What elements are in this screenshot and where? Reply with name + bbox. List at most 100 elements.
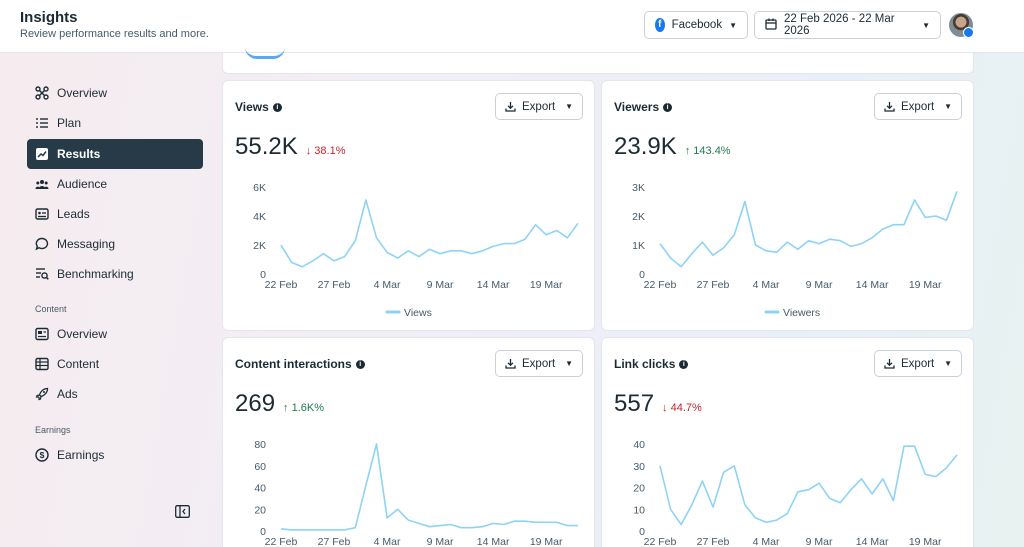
x-tick-label: 19 Mar <box>530 279 563 291</box>
y-tick-label: 3K <box>632 182 645 194</box>
overview-icon <box>35 86 49 100</box>
card-title-text: Link clicks <box>614 357 676 371</box>
y-tick-label: 0 <box>639 269 645 281</box>
sidebar-item-benchmarking[interactable]: Benchmarking <box>27 259 203 289</box>
metric-change-text: 1.6K% <box>291 402 325 414</box>
x-tick-label: 22 Feb <box>644 536 677 547</box>
export-label: Export <box>522 357 556 370</box>
section-label-content: Content <box>35 304 67 314</box>
card-title-text: Viewers <box>614 100 660 114</box>
metric-value: 55.2K <box>235 133 298 160</box>
caret-down-icon: ▼ <box>944 102 952 111</box>
viewers-chart: 3K 2K 1K 022 Feb 27 Feb 4 Mar 9 Mar 14 Mar 19 Ma… <box>632 182 958 319</box>
sidebar-item-content[interactable]: Content <box>27 349 203 379</box>
sidebar-item-plan[interactable]: Plan <box>27 108 203 138</box>
card-title-text: Views <box>235 100 269 114</box>
content-table-icon <box>35 357 49 371</box>
metric-change-text: 143.4% <box>693 145 731 157</box>
y-tick-label: 60 <box>254 461 266 473</box>
x-tick-label: 22 Feb <box>265 279 298 291</box>
export-button[interactable]: Export ▼ <box>495 350 583 377</box>
y-tick-label: 0 <box>639 526 645 538</box>
x-tick-label: 14 Mar <box>477 279 510 291</box>
sidebar-item-label: Content <box>57 357 100 371</box>
x-tick-label: 9 Mar <box>427 279 454 291</box>
series-line <box>280 199 579 268</box>
views-chart: 6K 4K 2K 022 Feb 27 Feb 4 Mar 9 Mar 14 Mar 19 Ma… <box>253 182 579 319</box>
metric-change-text: 44.7% <box>670 402 702 414</box>
messaging-icon <box>35 237 49 251</box>
metric-change-text: 38.1% <box>314 145 346 157</box>
x-tick-label: 14 Mar <box>856 536 889 547</box>
info-icon[interactable]: i <box>355 359 365 369</box>
y-tick-label: 40 <box>633 439 645 451</box>
sidebar: Overview Plan Results Audience Leads Mes… <box>0 53 215 547</box>
y-tick-label: 4K <box>253 211 266 223</box>
sidebar-item-label: Ads <box>57 387 78 401</box>
caret-down-icon: ▼ <box>922 20 930 30</box>
export-button[interactable]: Export ▼ <box>874 350 962 377</box>
download-icon <box>505 102 516 112</box>
date-range-selector[interactable]: 22 Feb 2026 - 22 Mar 2026 ▼ <box>754 11 941 39</box>
card-title: Content interactions i <box>235 357 365 371</box>
x-tick-label: 14 Mar <box>856 279 889 291</box>
x-tick-label: 19 Mar <box>909 279 942 291</box>
x-tick-label: 9 Mar <box>427 536 454 547</box>
content-interactions-chart: 80 60 40 20 022 Feb 27 Feb 4 Mar 9 Mar 14 Mar 19 … <box>254 439 578 547</box>
sidebar-item-label: Leads <box>57 207 90 221</box>
y-tick-label: 40 <box>254 483 266 495</box>
download-icon <box>505 359 516 369</box>
collapse-sidebar-icon[interactable] <box>175 505 190 518</box>
y-tick-label: 80 <box>254 439 266 451</box>
y-tick-label: 0 <box>260 526 266 538</box>
x-tick-label: 19 Mar <box>909 536 942 547</box>
sidebar-item-content-overview[interactable]: Overview <box>27 319 203 349</box>
metric: 55.2K ↓ 38.1% <box>235 133 345 161</box>
y-tick-label: 10 <box>633 504 645 516</box>
series-line <box>659 445 958 526</box>
export-button[interactable]: Export ▼ <box>495 93 583 120</box>
section-label-earnings: Earnings <box>35 425 71 435</box>
sidebar-item-audience[interactable]: Audience <box>27 169 203 199</box>
sidebar-item-label: Results <box>57 147 101 161</box>
x-tick-label: 27 Feb <box>697 536 730 547</box>
x-tick-label: 27 Feb <box>318 536 351 547</box>
sidebar-item-label: Overview <box>57 327 108 341</box>
earnings-icon: $ <box>35 448 49 462</box>
x-tick-label: 22 Feb <box>265 536 298 547</box>
metric: 269 ↑ 1.6K% <box>235 390 324 418</box>
sidebar-item-ads[interactable]: Ads <box>27 379 203 409</box>
info-icon[interactable]: i <box>272 102 282 112</box>
metric-change: ↑ 143.4% <box>685 145 731 157</box>
content-overview-icon <box>35 327 49 341</box>
arrow-up-icon: ↑ <box>283 402 289 414</box>
y-tick-label: 30 <box>633 461 645 473</box>
views-card: Views i Export ▼ 55.2K ↓ 38.1% 6K 4K 2K 0 22 … <box>222 80 595 331</box>
sidebar-item-messaging[interactable]: Messaging <box>27 229 203 259</box>
sidebar-item-overview[interactable]: Overview <box>27 78 203 108</box>
arrow-down-icon: ↓ <box>305 145 312 157</box>
link-clicks-chart: 40 30 20 10 022 Feb 27 Feb 4 Mar 9 Mar 14 Mar 19 … <box>633 439 958 547</box>
sidebar-item-results[interactable]: Results <box>27 139 203 169</box>
date-range-label: 22 Feb 2026 - 22 Mar 2026 <box>784 13 895 37</box>
x-tick-label: 4 Mar <box>374 279 401 291</box>
sidebar-item-label: Benchmarking <box>57 267 134 281</box>
metric-change: ↓ 38.1% <box>306 145 346 157</box>
info-icon[interactable]: i <box>663 102 673 112</box>
sidebar-item-earnings[interactable]: $ Earnings <box>27 440 203 470</box>
benchmarking-icon <box>35 267 49 281</box>
card-title-text: Content interactions <box>235 357 352 371</box>
facebook-icon: f <box>655 18 665 32</box>
platform-selector[interactable]: f Facebook ▼ <box>644 11 748 39</box>
caret-down-icon: ▼ <box>565 359 573 368</box>
metric-value: 269 <box>235 390 276 417</box>
y-tick-label: 2K <box>632 211 645 223</box>
plan-icon <box>35 116 49 130</box>
y-tick-label: 6K <box>253 182 266 194</box>
sidebar-item-leads[interactable]: Leads <box>27 199 203 229</box>
info-icon[interactable]: i <box>679 359 689 369</box>
platform-label: Facebook <box>671 19 723 31</box>
x-tick-label: 14 Mar <box>477 536 510 547</box>
facebook-badge-icon <box>963 27 974 38</box>
export-button[interactable]: Export ▼ <box>874 93 962 120</box>
